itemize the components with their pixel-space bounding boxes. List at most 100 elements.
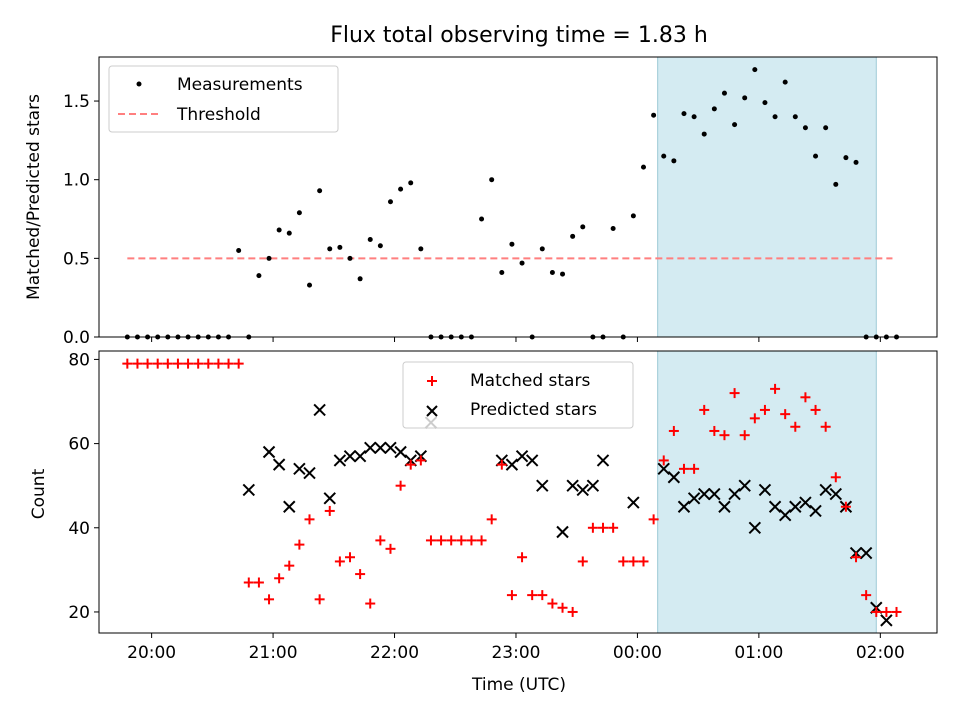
matched-star-point (668, 425, 679, 436)
measurement-point (276, 227, 282, 233)
predicted-star-point (566, 479, 579, 492)
top-legend-box (108, 65, 339, 133)
matched-star-point (810, 404, 821, 415)
predicted-star-point (799, 496, 812, 509)
matched-star-point (355, 569, 366, 580)
predicted-star-point (768, 500, 782, 513)
predicted-star-point (353, 450, 367, 463)
legend-label-predicted: Predicted stars (470, 400, 597, 420)
predicted-star-point (536, 479, 549, 492)
matched-star-point (203, 358, 214, 369)
matched-star-point (395, 480, 406, 491)
predicted-star-point (303, 466, 316, 480)
measurement-point (549, 270, 555, 276)
predicted-star-point (576, 483, 589, 497)
predicted-star-point (262, 445, 276, 459)
predicted-star-point (586, 479, 600, 492)
measurement-point (387, 199, 393, 205)
predicted-star-point (313, 403, 326, 417)
measurement-point (539, 246, 545, 252)
matched-star-point (648, 514, 659, 525)
bottom-xlabel: Time (UTC) (471, 675, 566, 695)
measurement-point (337, 244, 343, 250)
matched-star-point (142, 358, 153, 369)
predicted-star-point (829, 487, 842, 501)
predicted-star-point (374, 441, 387, 455)
bottom-ytick-label: 20 (68, 603, 90, 623)
matched-star-point (820, 421, 831, 432)
predicted-star-point (556, 525, 569, 539)
predicted-star-point (789, 500, 802, 513)
matched-star-point (790, 421, 801, 432)
bottom-xtick-label: 23:00 (491, 643, 540, 663)
matched-star-point (861, 590, 872, 601)
matched-star-point (506, 590, 517, 601)
bottom-ytick-label: 60 (68, 435, 90, 455)
predicted-star-point (687, 492, 701, 505)
matched-star-point (871, 606, 882, 617)
matched-star-point (749, 413, 760, 424)
matched-star-point (466, 535, 477, 546)
measurement-point (661, 153, 667, 159)
predicted-star-point (525, 454, 539, 467)
legend-label-measurements: Measurements (177, 75, 303, 95)
measurement-point (367, 236, 373, 242)
predicted-star-point (394, 445, 407, 459)
measurement-point (752, 67, 758, 73)
matched-star-point (709, 425, 720, 436)
predicted-star-point (242, 483, 255, 497)
matched-star-point (324, 505, 335, 516)
matched-star-point (587, 522, 598, 533)
matched-star-point (274, 573, 285, 584)
matched-star-point (891, 606, 902, 617)
matched-star-point (678, 463, 689, 474)
matched-star-point (780, 409, 791, 420)
top-ytick-label: 1.0 (63, 171, 90, 191)
bottom-xtick-label: 22:00 (370, 643, 419, 663)
legend-label-matched: Matched stars (470, 371, 590, 391)
measurement-point (570, 233, 576, 239)
measurement-point (296, 210, 302, 216)
matched-star-point (172, 358, 183, 369)
bottom-legend-box (402, 361, 634, 429)
measurement-point (236, 247, 242, 253)
matched-star-point (689, 463, 700, 474)
measurement-point (853, 159, 859, 165)
measurement-point (327, 246, 333, 252)
measurement-point (347, 255, 353, 261)
predicted-star-point (293, 462, 306, 476)
measurement-point (823, 125, 829, 131)
matched-star-point (840, 501, 851, 512)
matched-star-point (405, 459, 416, 470)
measurement-point (691, 114, 697, 120)
top-axes-frame (98, 56, 938, 338)
measurement-point (418, 246, 424, 252)
measurement-point (519, 260, 525, 266)
matched-star-point (183, 358, 194, 369)
matched-star-point (456, 535, 467, 546)
predicted-star-point (343, 450, 357, 463)
matched-star-point (294, 539, 305, 550)
predicted-star-point (596, 454, 610, 467)
matched-star-point (557, 602, 568, 613)
matched-star-point (739, 430, 750, 441)
predicted-star-point (758, 483, 772, 497)
matched-star-point (476, 535, 487, 546)
matched-star-point (213, 358, 224, 369)
predicted-star-point (859, 546, 873, 560)
predicted-star-point (677, 500, 691, 513)
legend-marker-measurements (136, 81, 142, 87)
bottom-xtick-label: 00:00 (613, 643, 662, 663)
predicted-star-point (880, 614, 893, 627)
bottom-legend: Matched stars Predicted stars (402, 361, 634, 429)
measurement-point (499, 270, 505, 276)
matched-star-point (304, 514, 315, 525)
predicted-star-point (698, 487, 711, 501)
measurement-point (307, 282, 313, 288)
matched-star-point (425, 535, 436, 546)
matched-star-point (618, 556, 629, 567)
matched-star-point (547, 598, 558, 609)
matched-star-point (759, 404, 770, 415)
